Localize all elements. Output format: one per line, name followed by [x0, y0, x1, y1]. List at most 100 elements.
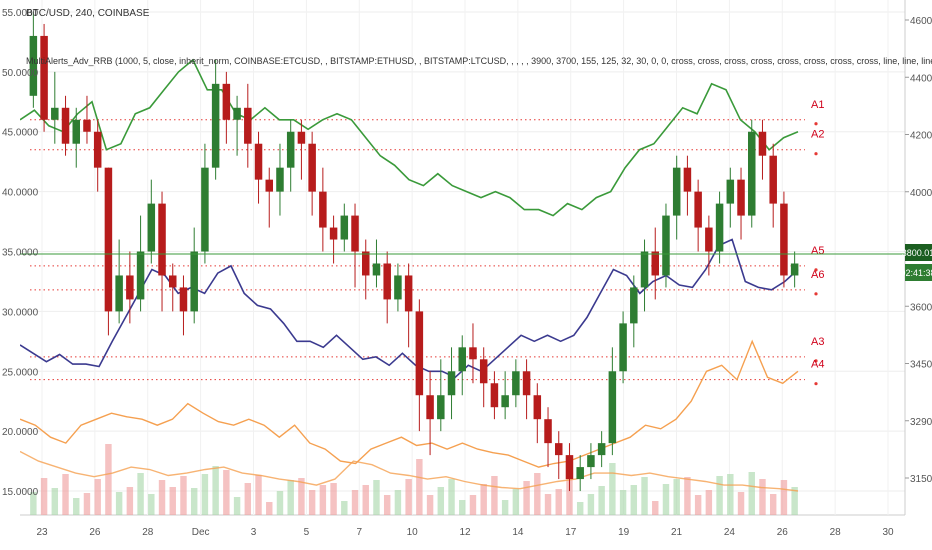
right-tick-label: 4000.00 [910, 188, 932, 199]
volume-bar [351, 490, 359, 515]
candle-body [705, 227, 713, 252]
candle-body [136, 251, 145, 300]
candle-body [715, 203, 724, 252]
indicator-line-2 [19, 339, 799, 468]
candle [51, 71, 59, 144]
candle-body [404, 275, 413, 312]
right-price-axis[interactable]: 4600.004400.004200.004000.003800.003600.… [904, 0, 932, 515]
time-tick-label: 5 [304, 527, 310, 538]
candle [683, 155, 692, 216]
volume-bar [437, 487, 445, 515]
candle [126, 251, 134, 324]
candle [351, 203, 359, 288]
candle-body [619, 323, 627, 372]
candle [40, 23, 48, 132]
right-tick-label: 4200.00 [910, 131, 932, 142]
left-price-axis[interactable]: 55.0000 50.0000 45.0000 40.0000 35.0000 30.00… [0, 0, 39, 550]
alert-marker [814, 122, 818, 126]
candle [383, 251, 391, 324]
candle-body [297, 131, 306, 144]
volume-bar [598, 486, 605, 515]
right-tick-label: 4600.00 [910, 16, 932, 27]
symbol-title: BTC/USD, 240, COINBASE [26, 8, 150, 19]
candle-body [211, 83, 220, 168]
time-tick-label: 3 [251, 527, 257, 538]
candle [136, 215, 145, 312]
time-tick-label: 10 [407, 527, 419, 538]
time-axis[interactable]: 23 26 28 Dec 3 5 7 10 12 14 17 19 21 24 26 28 30 [36, 527, 894, 538]
candle-body [769, 155, 777, 204]
indicator-line-1 [19, 238, 799, 379]
volume-bar [684, 477, 691, 515]
candle [244, 83, 252, 168]
volume-bar [523, 481, 530, 515]
volume-bar [394, 490, 402, 515]
time-tick-label: 30 [882, 527, 894, 538]
alert-marker [814, 382, 818, 386]
time-tick-label: 26 [777, 527, 789, 538]
indicator-lines [19, 58, 799, 492]
volume-bar [287, 480, 294, 515]
volume-bar [158, 480, 166, 515]
volume-bar [201, 474, 209, 515]
candle-body [533, 395, 542, 420]
grid-lines [0, 0, 905, 516]
candle-body [587, 455, 595, 468]
candle-body [726, 179, 735, 204]
last-price-value: 3800.01 [902, 248, 932, 258]
volume-bar [459, 500, 466, 515]
alert-label: A2 [811, 129, 824, 141]
candle [168, 263, 177, 312]
candle-body [437, 395, 445, 420]
candle [630, 275, 638, 348]
right-tick-label: 3450.00 [910, 360, 932, 371]
time-tick-label: 28 [830, 527, 842, 538]
candle-body [747, 131, 756, 216]
candle [319, 167, 327, 252]
time-tick-label: 7 [356, 527, 362, 538]
time-tick-label: 28 [142, 527, 154, 538]
candle-body [458, 347, 467, 372]
volume-bar [480, 484, 487, 515]
candle-body [565, 455, 574, 480]
volume-bar [223, 470, 230, 515]
candle [758, 119, 767, 180]
candle [211, 59, 220, 180]
volume-bar [383, 495, 391, 515]
candle-body [254, 143, 263, 180]
candle [286, 119, 295, 192]
candle [512, 359, 520, 408]
candle-body [233, 107, 241, 120]
candle [501, 371, 509, 420]
volume-bar [73, 498, 80, 515]
indicator-line-3 [19, 450, 799, 492]
right-tick-label: 3150.00 [910, 474, 932, 485]
volume-bar [94, 479, 101, 515]
candle-body [93, 131, 102, 168]
candle [672, 155, 681, 240]
indicator-settings[interactable]: MultiAlerts_Adv_RRB (1000, 5, close, inh… [26, 56, 932, 66]
volume-bar [555, 489, 562, 515]
candle-body [490, 383, 499, 408]
candle-body [640, 251, 649, 288]
volume-bar [362, 485, 369, 515]
volume-bar [190, 488, 198, 515]
candle-body [608, 371, 617, 444]
candle-body [512, 371, 520, 396]
candle [104, 167, 113, 336]
volume-bar [416, 459, 423, 515]
volume-bar [40, 478, 48, 515]
volume-bar [576, 502, 584, 515]
candle [72, 107, 81, 168]
left-tick-label: 40.0000 [2, 188, 39, 199]
candle [297, 119, 306, 180]
candle [415, 299, 424, 432]
candle [533, 383, 542, 444]
candle-body [554, 443, 563, 456]
volume-bar [780, 480, 788, 515]
candle [115, 239, 123, 324]
volume-bar [791, 487, 798, 515]
candle-body [104, 167, 113, 312]
